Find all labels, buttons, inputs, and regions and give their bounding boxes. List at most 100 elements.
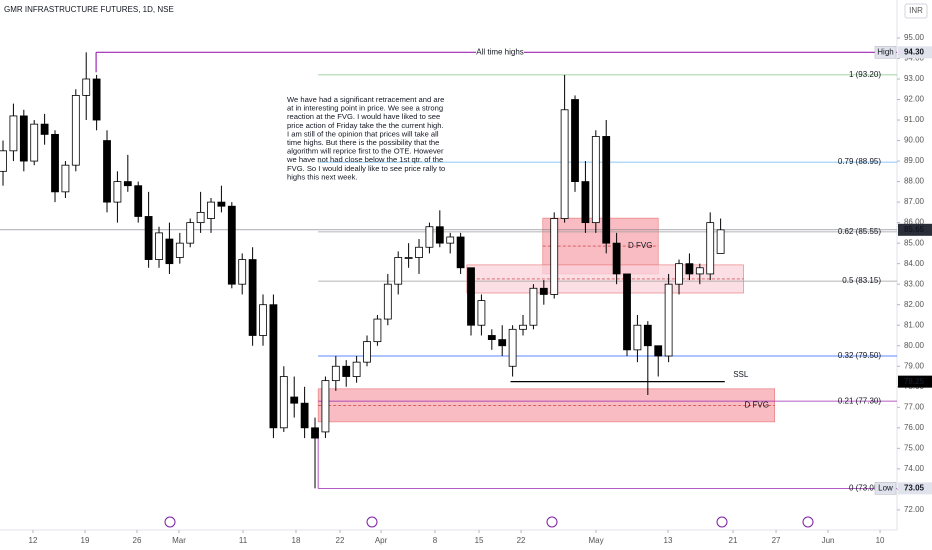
x-tick-label: 10 <box>876 536 885 545</box>
y-tick-label: 72.00 <box>904 505 925 514</box>
candle-body <box>186 222 195 244</box>
candle-body <box>363 341 371 363</box>
y-tick-label: 85.00 <box>904 238 925 247</box>
y-tick-label: 81.00 <box>904 320 925 329</box>
annotation-line: reaction at the FVG. I would have liked … <box>287 112 440 121</box>
candle-body <box>19 115 28 162</box>
currency-box <box>904 3 928 19</box>
y-tick-label: 90.00 <box>904 136 925 145</box>
candle-body <box>217 201 226 207</box>
candle-body <box>591 136 600 224</box>
annotation-line: We have had a significant retracement an… <box>287 95 444 104</box>
y-tick-label: 91.00 <box>904 115 925 124</box>
x-tick-label: 15 <box>475 536 484 545</box>
candle-body <box>487 335 496 340</box>
candle-body <box>383 283 392 320</box>
x-tick-label: 19 <box>81 536 90 545</box>
ath-price-tag: 94.30 <box>904 47 925 56</box>
candle-body <box>446 236 455 244</box>
candle-body <box>664 283 673 357</box>
candle-body <box>352 361 361 377</box>
x-tick-label: 11 <box>239 536 248 545</box>
candle-body <box>716 229 725 254</box>
currency: INR <box>909 6 923 15</box>
annotation-line: highs this next week. <box>287 172 358 181</box>
event-icons <box>164 516 814 528</box>
candle-body <box>165 238 174 265</box>
y-tick-label: 83.00 <box>904 279 925 288</box>
fib-label: 0.5 (83.15) <box>842 276 881 285</box>
plot <box>0 52 725 489</box>
candle-body <box>550 218 559 295</box>
candle-body <box>175 242 184 258</box>
x-tick-label: 12 <box>29 536 38 545</box>
candle-body <box>425 226 434 248</box>
candle-body <box>269 304 278 429</box>
candle-body <box>155 232 163 260</box>
zone-label: D FVG <box>744 400 768 409</box>
y-tick-label: 89.00 <box>904 156 925 165</box>
candle-body <box>123 181 132 187</box>
candle-body <box>477 300 486 326</box>
candle-body <box>259 304 267 336</box>
candle-body <box>51 133 59 193</box>
ath-price-tag-bg <box>898 46 932 59</box>
candle-body <box>643 324 652 347</box>
candle-body <box>342 365 351 377</box>
ssl-price-tag: 78.25 <box>904 377 925 386</box>
ssl-label: SSL <box>733 370 749 379</box>
y-tick-label: 74.00 <box>904 464 925 473</box>
candle-body <box>227 205 236 285</box>
candle-body <box>0 150 7 172</box>
zone-label: D FVG <box>628 241 652 250</box>
x-tick-label: May <box>588 536 603 545</box>
x-tick-label: Jun <box>822 536 835 545</box>
high-tag: High <box>877 47 893 56</box>
last-price-tag-bg <box>898 223 932 236</box>
annotation-line: FVG. So I would ideally like to see pric… <box>287 164 445 173</box>
candle-body <box>539 287 548 295</box>
y-tick-label: 86.00 <box>904 218 925 227</box>
candle-body <box>675 263 683 285</box>
annotation-line: we have not had close below the 1st qtr.… <box>286 155 443 164</box>
candle-body <box>467 267 475 326</box>
candle-body <box>113 181 122 203</box>
candle-body <box>134 185 143 217</box>
x-tick-label: 13 <box>664 536 673 545</box>
candle-body <box>196 211 205 224</box>
y-tick-label: 79.00 <box>904 361 925 370</box>
candle-body <box>695 267 704 275</box>
candle-body <box>623 273 631 351</box>
y-tick-label: 92.00 <box>904 95 925 104</box>
candle-body <box>456 236 465 269</box>
last-price-tag: 85.65 <box>904 225 925 234</box>
fib-label: 0 (73.05) <box>849 483 881 492</box>
candle-body <box>612 242 621 275</box>
low-tag: Low <box>878 483 893 492</box>
candle-body <box>144 216 153 260</box>
candle-body <box>331 365 340 382</box>
candle-body <box>238 259 247 285</box>
fib-label: 1 (93.20) <box>849 70 881 79</box>
y-tick-label: 87.00 <box>904 197 925 206</box>
low-tag-bg <box>874 482 897 495</box>
y-tick-label: 76.00 <box>904 423 925 432</box>
candle-body <box>415 246 423 258</box>
x-tick-label: 21 <box>729 536 738 545</box>
annotation-line: I am still of the opinion that prices wi… <box>287 129 439 138</box>
ath-label: All time highs <box>476 47 524 56</box>
candle-body <box>300 402 309 429</box>
candle-body <box>30 123 39 162</box>
candle-body <box>279 376 288 429</box>
candle-body <box>706 222 715 275</box>
annotation-line: at in interesting point in price. We see… <box>287 104 443 113</box>
low-price-tag-bg <box>898 482 932 495</box>
y-tick-label: 77.00 <box>904 402 925 411</box>
y-tick-label: 80.00 <box>904 341 925 350</box>
y-tick-label: 95.00 <box>904 33 925 42</box>
high-tag-bg <box>874 46 897 59</box>
candle-body <box>311 427 319 439</box>
x-tick-label: 27 <box>772 536 781 545</box>
candle-body <box>560 109 569 219</box>
